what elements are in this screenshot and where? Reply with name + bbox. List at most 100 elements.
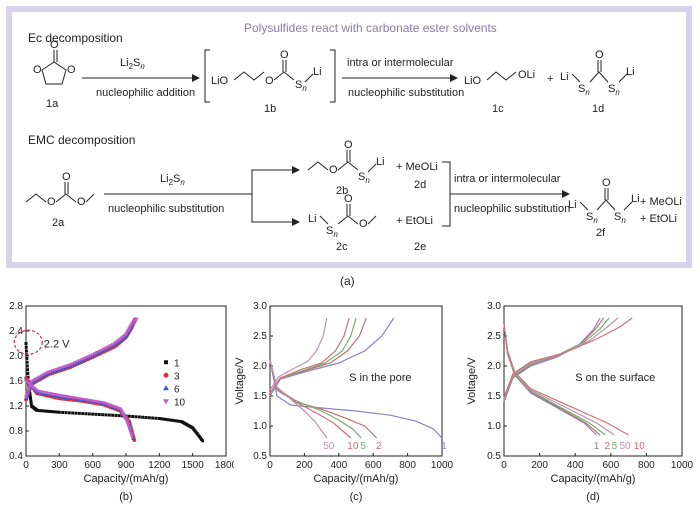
label-2a: 2a — [52, 217, 65, 229]
series-6 — [24, 317, 138, 440]
data-point — [141, 415, 145, 419]
label-1b: 1b — [264, 103, 276, 115]
data-point — [67, 411, 71, 415]
data-point — [137, 415, 141, 419]
data-point — [131, 436, 136, 440]
data-point — [55, 367, 60, 372]
y-tick-label: 1.6 — [9, 376, 23, 387]
y-tick-label: 1.5 — [253, 391, 267, 402]
data-point — [177, 419, 181, 423]
atom-o: O — [344, 193, 353, 205]
molecule-1d-carbonyl — [589, 71, 609, 83]
cycle-label: 2 — [604, 441, 610, 452]
atom-li: Li — [568, 199, 577, 211]
data-point — [55, 410, 59, 414]
data-point — [108, 344, 113, 348]
step-nucleophilic-substitution: nucleophilic substitution — [348, 87, 464, 99]
data-point — [90, 353, 95, 357]
series-line — [269, 317, 395, 397]
molecule-2c-carbonyl — [337, 215, 359, 225]
legend-label: 6 — [174, 384, 180, 395]
cycle-label: 50 — [619, 441, 631, 452]
step-nucleophilic-substitution: nucleophilic substitution — [108, 203, 224, 215]
atom-o: O — [265, 75, 274, 87]
data-point — [81, 412, 85, 416]
atom-o: O — [359, 218, 368, 230]
x-axis-label: Capacity/(mAh/g) — [84, 473, 169, 485]
atom-o: O — [50, 39, 59, 51]
branch-arrow — [251, 194, 292, 223]
legend-marker — [164, 360, 168, 365]
atom-o: O — [77, 196, 86, 208]
data-point — [99, 348, 104, 353]
data-point — [81, 357, 86, 361]
data-point — [46, 370, 51, 375]
data-point — [64, 411, 68, 415]
series-line — [503, 317, 619, 399]
molecule-1b-carbonyl — [273, 71, 295, 81]
label-1a: 1a — [46, 98, 59, 110]
data-point — [162, 417, 166, 421]
data-point — [147, 416, 151, 420]
y-axis-label: Voltage/V — [234, 357, 246, 405]
x-tick-label: 800 — [399, 460, 416, 471]
atom-oli: OLi — [518, 69, 535, 81]
series-line — [503, 323, 629, 436]
data-point — [25, 357, 29, 360]
data-point — [61, 365, 66, 369]
data-point — [26, 368, 30, 372]
cycle-label: 5 — [360, 441, 366, 452]
cycle-label: 50 — [323, 441, 335, 452]
y-tick-label: 1.0 — [253, 421, 267, 432]
data-point — [173, 419, 177, 423]
data-point — [134, 415, 138, 419]
x-tick-label: 900 — [118, 460, 135, 471]
x-tick-label: 0 — [501, 460, 507, 471]
y-tick-label: 2.0 — [487, 361, 501, 372]
data-point — [77, 359, 82, 363]
series-50 — [269, 317, 328, 439]
data-point — [68, 363, 73, 367]
atom-li: Li — [313, 66, 322, 78]
step-intra-inter: intra or intermolecular — [454, 173, 561, 185]
cycle-label: 10 — [347, 441, 359, 452]
atom-o: O — [33, 64, 42, 76]
label-1d: 1d — [592, 103, 604, 115]
data-point — [160, 417, 164, 421]
y-tick-label: 1.5 — [487, 391, 501, 402]
data-point — [57, 410, 61, 414]
plot-frame — [269, 305, 443, 457]
data-point — [84, 356, 88, 360]
series-10 — [503, 317, 633, 436]
data-point — [94, 412, 98, 416]
bond — [367, 215, 377, 225]
data-point — [75, 360, 80, 364]
atom-s: Sn — [608, 83, 620, 97]
x-tick-label: 400 — [567, 460, 584, 471]
x-tick-label: 0 — [267, 460, 273, 471]
series-line — [269, 359, 362, 439]
data-point — [72, 361, 77, 365]
data-point — [154, 416, 158, 420]
data-point — [71, 411, 75, 415]
y-tick-label: 3.0 — [253, 301, 267, 312]
y-axis-label: Voltage/V — [466, 357, 478, 405]
series-line — [503, 317, 601, 403]
data-point — [168, 418, 172, 422]
x-tick-label: 600 — [365, 460, 382, 471]
reaction-scheme-svg: Polysulfides react with carbonate ester … — [25, 21, 682, 253]
data-point — [106, 345, 111, 349]
atom-o: O — [595, 49, 604, 61]
y-tick-label: 2.8 — [9, 301, 23, 312]
label-2c: 2c — [336, 241, 348, 253]
data-point — [97, 413, 101, 416]
series-line — [503, 317, 605, 402]
highlight-ellipse — [13, 329, 43, 355]
data-point — [59, 366, 64, 370]
x-tick-label: 200 — [296, 460, 313, 471]
legend-marker — [163, 385, 169, 391]
data-point — [29, 402, 33, 405]
data-point — [46, 409, 50, 413]
data-point — [25, 364, 29, 368]
